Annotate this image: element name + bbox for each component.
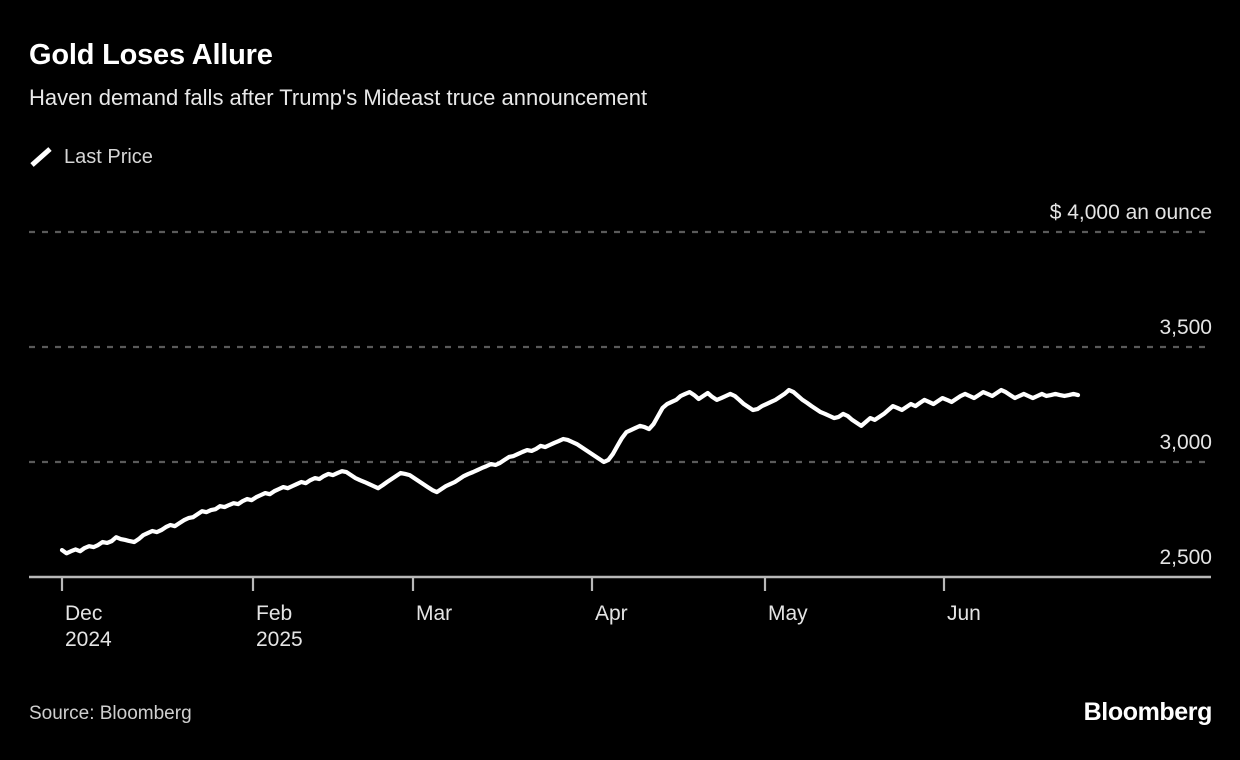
data-series-line [59, 387, 1081, 556]
x-axis-label-month: Feb [256, 602, 293, 625]
x-axis-label: May [768, 601, 808, 627]
y-axis-label: 3,000 [1159, 431, 1212, 454]
x-axis-label: Jun [947, 601, 981, 627]
y-axis-label: 2,500 [1159, 546, 1212, 569]
legend-item-label: Last Price [64, 145, 153, 168]
x-axis-label-month: Apr [595, 602, 628, 625]
x-axis-label-month: Mar [416, 602, 453, 625]
y-axis-label: 3,500 [1159, 316, 1212, 339]
x-axis-label-month: Dec [65, 602, 103, 625]
x-axis-label: Apr [595, 601, 628, 627]
x-axis-label: Mar [416, 601, 452, 627]
x-axis-label-month: May [768, 602, 808, 625]
page-subtitle: Haven demand falls after Trump's Mideast… [29, 85, 648, 110]
x-axis-label-year: 2024 [65, 627, 112, 651]
x-axis-label-year: 2025 [256, 627, 303, 651]
x-axis-label-month: Jun [947, 602, 981, 625]
y-axis-label: $ 4,000 an ounce [1049, 201, 1212, 224]
x-axis-label: Feb 2025 [256, 601, 303, 652]
x-axis-label: Dec 2024 [65, 601, 112, 652]
chart-legend: Last Price [29, 142, 153, 172]
diagonal-line-icon [30, 147, 52, 167]
bloomberg-logo: Bloomberg [1083, 698, 1213, 726]
page-title: Gold Loses Allure [29, 39, 273, 71]
source-note: Source: Bloomberg [29, 703, 192, 724]
